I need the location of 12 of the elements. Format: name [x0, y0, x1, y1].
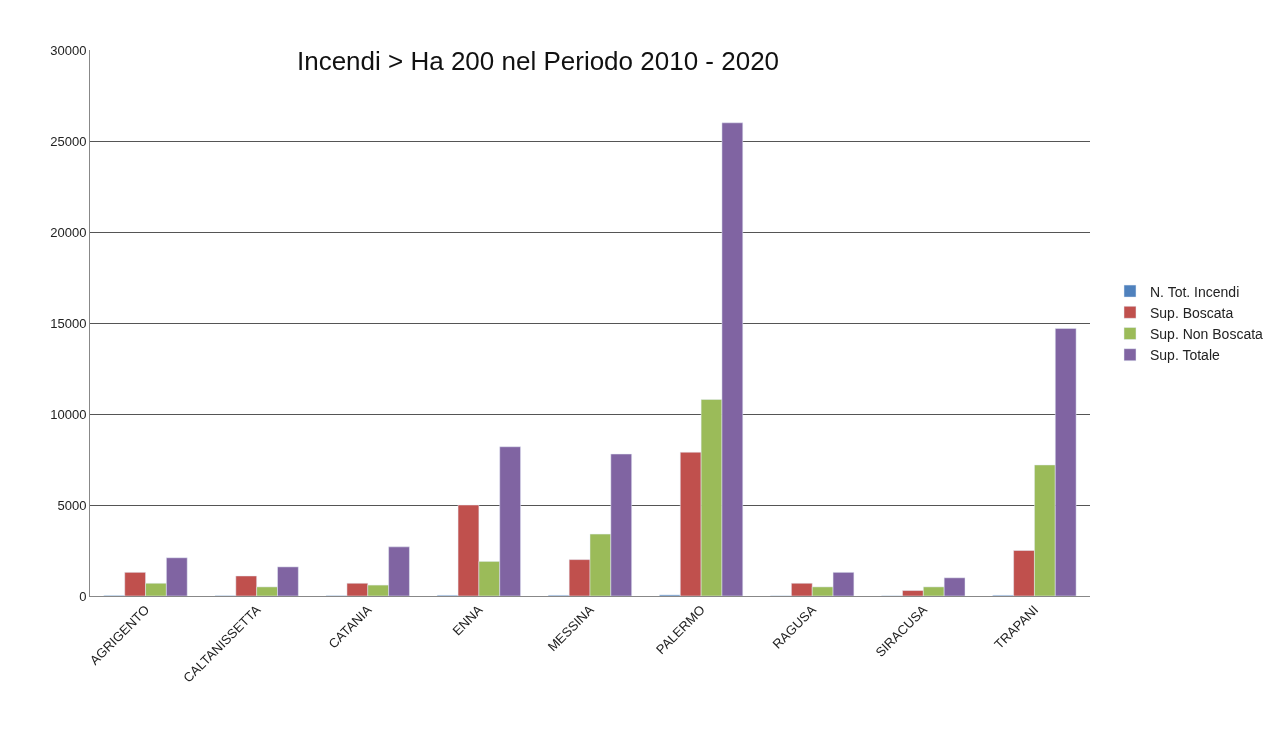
y-tick-label: 0	[79, 588, 87, 604]
y-tick-label: 15000	[50, 315, 87, 331]
y-tick-label: 30000	[50, 42, 87, 58]
y-tick-label: 10000	[50, 406, 87, 422]
y-tick-label: 20000	[50, 224, 87, 240]
y-tick-label: 25000	[50, 133, 87, 149]
legend-label: Sup. Totale	[1150, 347, 1221, 364]
legend-label: N. Tot. Incendi	[1150, 283, 1240, 300]
chart-title: Incendi > Ha 200 nel Periodo 2010 - 2020	[296, 45, 780, 76]
legend-label: Sup. Non Boscata	[1150, 325, 1264, 342]
y-tick-label: 5000	[57, 497, 87, 513]
legend-label: Sup. Boscata	[1150, 304, 1234, 321]
